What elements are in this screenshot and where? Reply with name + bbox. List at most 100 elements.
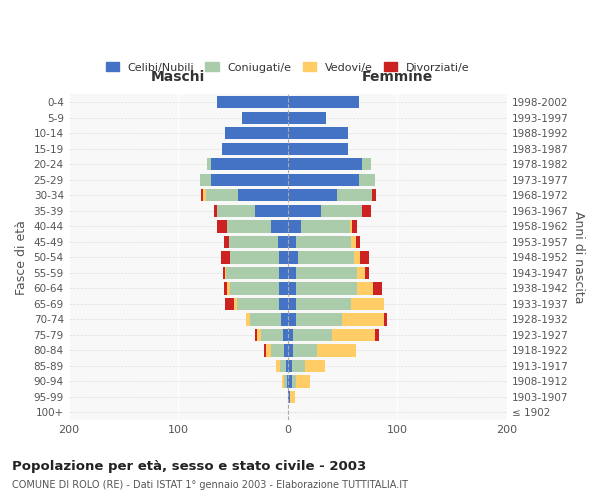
Bar: [351, 236, 356, 248]
Bar: [238, 298, 279, 310]
Bar: [271, 220, 287, 232]
Bar: [292, 375, 296, 388]
Bar: [287, 266, 296, 279]
Bar: [217, 96, 287, 108]
Bar: [225, 266, 226, 279]
Bar: [287, 158, 362, 170]
Bar: [225, 298, 234, 310]
Bar: [359, 174, 376, 186]
Bar: [365, 266, 369, 279]
Bar: [287, 390, 290, 403]
Bar: [222, 142, 287, 155]
Bar: [343, 313, 384, 326]
Bar: [296, 313, 343, 326]
Bar: [350, 220, 352, 232]
Bar: [286, 360, 287, 372]
Bar: [290, 390, 295, 403]
Bar: [230, 282, 279, 294]
Text: Popolazione per età, sesso e stato civile - 2003: Popolazione per età, sesso e stato civil…: [12, 460, 366, 473]
Bar: [227, 220, 271, 232]
Bar: [356, 282, 373, 294]
Bar: [320, 204, 362, 217]
Bar: [242, 112, 287, 124]
Bar: [298, 251, 355, 264]
Bar: [225, 127, 287, 140]
Bar: [287, 328, 293, 341]
Bar: [293, 328, 331, 341]
Bar: [287, 282, 296, 294]
Bar: [287, 127, 348, 140]
Bar: [352, 220, 356, 232]
Bar: [223, 266, 225, 279]
Bar: [373, 282, 382, 294]
Bar: [287, 375, 292, 388]
Bar: [287, 313, 296, 326]
Bar: [279, 298, 287, 310]
Bar: [317, 344, 356, 356]
Bar: [224, 236, 229, 248]
Bar: [296, 298, 351, 310]
Bar: [271, 344, 284, 356]
Bar: [206, 189, 238, 202]
Bar: [296, 266, 356, 279]
Bar: [200, 174, 211, 186]
Bar: [351, 298, 384, 310]
Bar: [360, 251, 369, 264]
Bar: [305, 360, 325, 372]
Bar: [227, 282, 230, 294]
Bar: [287, 298, 296, 310]
Bar: [296, 236, 351, 248]
Bar: [211, 158, 287, 170]
Bar: [331, 328, 376, 341]
Bar: [234, 298, 238, 310]
Bar: [281, 313, 287, 326]
Text: Femmine: Femmine: [362, 70, 433, 84]
Bar: [287, 344, 293, 356]
Bar: [356, 236, 360, 248]
Bar: [287, 220, 301, 232]
Bar: [217, 220, 227, 232]
Legend: Celibi/Nubili, Coniugati/e, Vedovi/e, Divorziati/e: Celibi/Nubili, Coniugati/e, Vedovi/e, Di…: [101, 58, 475, 77]
Text: Maschi: Maschi: [151, 70, 205, 84]
Bar: [356, 266, 365, 279]
Bar: [238, 189, 287, 202]
Bar: [226, 266, 279, 279]
Bar: [203, 189, 206, 202]
Y-axis label: Anni di nascita: Anni di nascita: [572, 211, 585, 304]
Bar: [287, 96, 359, 108]
Bar: [376, 328, 379, 341]
Bar: [296, 282, 356, 294]
Bar: [263, 344, 266, 356]
Bar: [224, 282, 227, 294]
Bar: [283, 328, 287, 341]
Bar: [282, 375, 284, 388]
Bar: [287, 360, 292, 372]
Bar: [355, 251, 360, 264]
Bar: [250, 313, 281, 326]
Bar: [221, 251, 230, 264]
Text: COMUNE DI ROLO (RE) - Dati ISTAT 1° gennaio 2003 - Elaborazione TUTTITALIA.IT: COMUNE DI ROLO (RE) - Dati ISTAT 1° genn…: [12, 480, 408, 490]
Bar: [384, 313, 388, 326]
Bar: [279, 266, 287, 279]
Bar: [301, 220, 350, 232]
Bar: [287, 204, 320, 217]
Bar: [287, 189, 337, 202]
Bar: [230, 251, 279, 264]
Bar: [287, 142, 348, 155]
Bar: [296, 375, 310, 388]
Bar: [372, 189, 376, 202]
Bar: [211, 174, 287, 186]
Bar: [246, 313, 250, 326]
Bar: [229, 236, 278, 248]
Bar: [275, 360, 280, 372]
Y-axis label: Fasce di età: Fasce di età: [15, 220, 28, 295]
Bar: [257, 328, 262, 341]
Bar: [292, 360, 305, 372]
Bar: [255, 204, 287, 217]
Bar: [284, 344, 287, 356]
Bar: [278, 236, 287, 248]
Bar: [337, 189, 372, 202]
Bar: [362, 158, 371, 170]
Bar: [362, 204, 371, 217]
Bar: [287, 251, 298, 264]
